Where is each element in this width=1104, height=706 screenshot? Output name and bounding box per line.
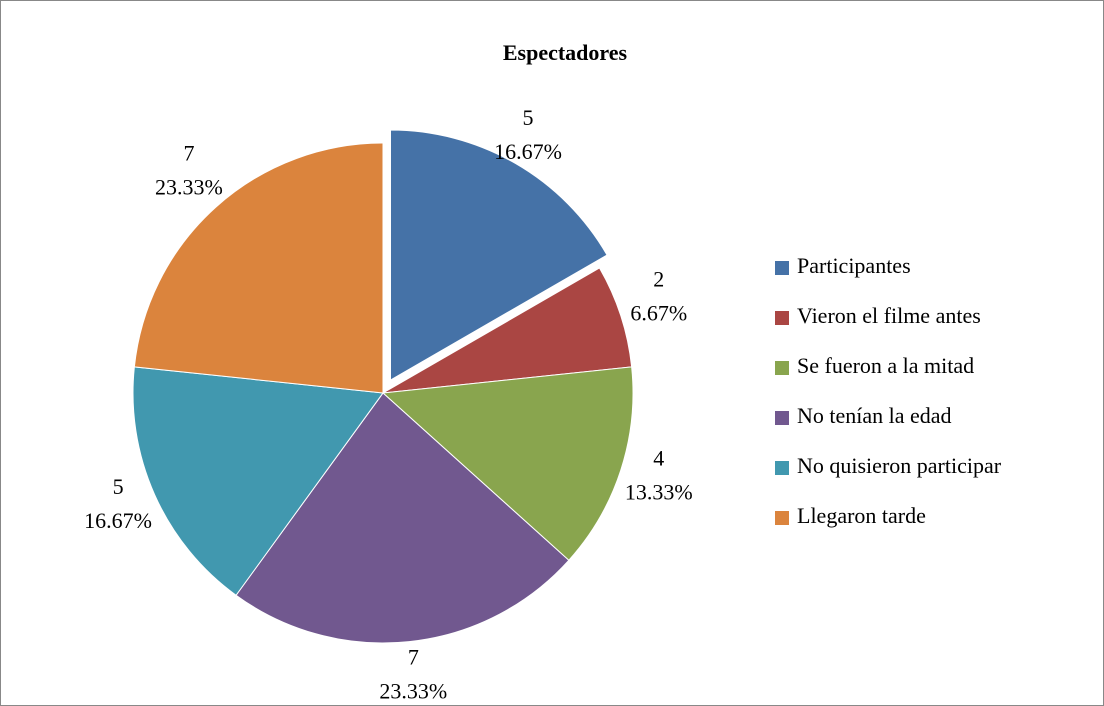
data-label-value: 2 [653,266,664,291]
data-label-value: 5 [113,474,124,499]
chart-title: Espectadores [503,40,628,65]
legend-label: No quisieron participar [797,453,1002,478]
pie-slice [381,366,634,561]
data-label-percent: 16.67% [494,139,562,164]
legend-swatch [775,261,789,275]
data-label-percent: 16.67% [84,508,152,533]
data-label-percent: 23.33% [155,175,223,200]
data-label-value: 7 [408,644,419,669]
data-label-value: 5 [523,105,534,130]
legend-swatch [775,411,789,425]
data-label-percent: 6.67% [630,300,687,325]
data-label-percent: 13.33% [625,480,693,505]
data-label-value: 4 [653,446,664,471]
pie-slice [235,392,570,644]
legend-label: Vieron el filme antes [797,303,981,328]
legend-label: Llegaron tarde [797,503,926,528]
legend-label: No tenían la edad [797,403,952,428]
pie-slice [133,142,384,394]
pie-slice [390,129,608,381]
legend-swatch [775,511,789,525]
data-label-value: 7 [183,141,194,166]
legend-swatch [775,311,789,325]
data-label-percent: 23.33% [379,678,447,703]
pie-slice [132,366,384,596]
legend-swatch [775,461,789,475]
legend-label: Se fueron a la mitad [797,353,974,378]
legend-label: Participantes [797,253,911,278]
legend-swatch [775,361,789,375]
